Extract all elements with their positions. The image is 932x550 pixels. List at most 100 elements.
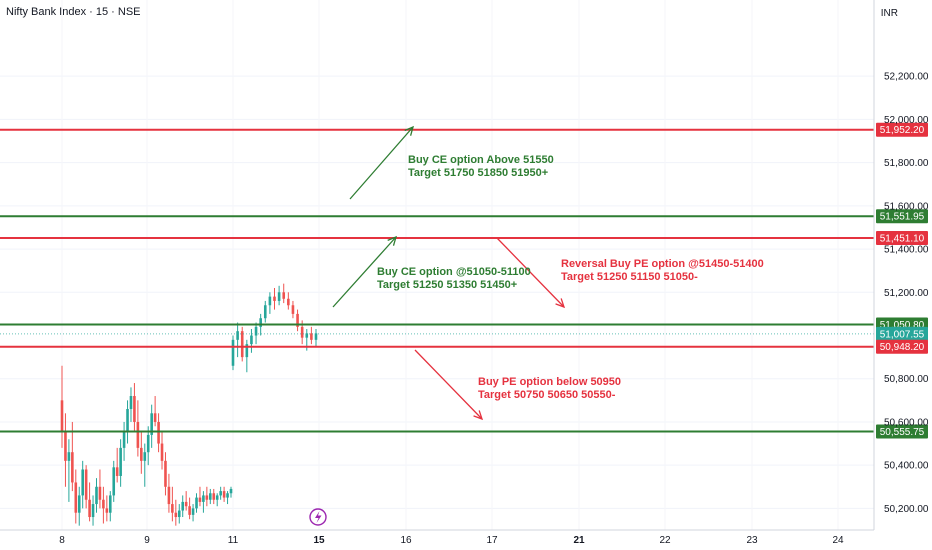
candle-body — [174, 512, 178, 518]
candle-body — [177, 510, 181, 518]
candle-body — [310, 333, 313, 340]
lightning-icon[interactable] — [309, 508, 327, 526]
level-price-label: 51,952.20 — [880, 125, 925, 136]
candle-body — [119, 447, 122, 476]
candle-body — [167, 486, 171, 505]
candle-body — [98, 486, 102, 500]
candle-body — [157, 421, 160, 444]
candle-body — [250, 335, 253, 345]
candle-body — [229, 488, 233, 494]
x-tick-label: 17 — [486, 535, 498, 546]
annotation-text: Buy PE option below 50950 — [478, 376, 621, 388]
x-tick-label: 21 — [573, 535, 585, 546]
candle-body — [64, 430, 67, 461]
x-tick-label: 8 — [59, 535, 65, 546]
candle-body — [245, 344, 249, 358]
y-tick-label: 51,800.00 — [884, 158, 929, 169]
candle-body — [236, 331, 239, 340]
x-tick-label: 23 — [746, 535, 758, 546]
price-levels: 51,952.20 51,551.95 51,451.10 51,050.8051,0… — [0, 122, 928, 439]
arrow-head — [404, 125, 414, 136]
y-tick-label: 50,200.00 — [884, 504, 929, 515]
candle-body — [95, 486, 98, 505]
candle-body — [74, 482, 78, 513]
y-tick-label: 51,600.00 — [884, 201, 929, 212]
arrow-line — [414, 349, 483, 420]
level-price-tag — [876, 122, 928, 137]
level-price-label: 51,007.55 — [880, 329, 925, 340]
level-price-label: 51,050.80 — [880, 320, 925, 331]
candle-body — [108, 495, 112, 513]
candle-body — [219, 491, 222, 496]
y-tick-label: 52,200.00 — [884, 72, 929, 83]
candle-body — [126, 408, 129, 431]
candle-body — [67, 452, 71, 461]
candle-body — [150, 413, 153, 435]
level-price-label: 50,948.20 — [880, 342, 925, 353]
candle-body — [115, 467, 119, 476]
candle-body — [268, 296, 272, 306]
x-tick-label: 22 — [659, 535, 671, 546]
annotation-text: Target 50750 50650 50550- — [478, 389, 616, 401]
candle-body — [105, 508, 109, 513]
arrow-line — [349, 126, 414, 200]
level-price-tag — [876, 231, 928, 246]
candle-body — [226, 493, 229, 498]
y-tick-label: 51,400.00 — [884, 245, 929, 256]
candle-body — [195, 497, 198, 509]
candle-body — [160, 443, 164, 461]
level-price-label: 50,555.75 — [880, 427, 925, 438]
candle-body — [212, 493, 216, 500]
level-price-label: 51,451.10 — [880, 234, 925, 245]
candle-body — [77, 495, 81, 513]
y-tick-label: 50,400.00 — [884, 461, 929, 472]
candle-body — [305, 333, 309, 338]
candle-body — [171, 504, 174, 513]
candle-body — [112, 467, 116, 496]
candle-body — [122, 430, 126, 448]
arrow-head — [387, 235, 397, 246]
y-tick-label: 50,800.00 — [884, 374, 929, 385]
candle-body — [231, 339, 235, 366]
y-axis: 50,200.00 50,400.00 50,600.00 50,800.00 51,2… — [873, 0, 929, 530]
candle-body — [215, 495, 219, 500]
candle-body — [164, 460, 167, 487]
candle-body — [202, 495, 205, 502]
candle-body — [273, 296, 276, 301]
candle-body — [282, 292, 286, 299]
y-tick-label: 52,000.00 — [884, 115, 929, 126]
arrow-line — [496, 237, 565, 308]
candle-body — [191, 508, 195, 515]
candle-body — [263, 305, 267, 319]
level-price-label: 51,551.95 — [880, 212, 925, 223]
trade-arrows — [332, 125, 566, 421]
candle-body — [259, 318, 262, 327]
candle-body — [143, 452, 147, 461]
currency-label: INR — [880, 8, 898, 19]
candle-body — [209, 493, 212, 500]
y-tick-label: 50,600.00 — [884, 417, 929, 428]
candle-body — [314, 333, 318, 340]
arrow-head — [473, 410, 484, 421]
annotation-text: Target 51250 51150 51050- — [561, 271, 698, 283]
level-price-tag — [876, 326, 928, 341]
x-tick-label: 24 — [832, 535, 844, 546]
x-tick-label: 11 — [228, 535, 239, 546]
x-tick-label: 16 — [400, 535, 412, 546]
x-tick-label: 15 — [313, 535, 325, 546]
arrow-head — [555, 298, 566, 309]
x-axis: 8 9 11 15 16 17 21 22 23 24 — [0, 529, 874, 546]
candle-body — [153, 413, 157, 422]
candle-body — [146, 434, 150, 453]
candle-body — [188, 506, 191, 515]
candle-body — [296, 313, 299, 327]
candle-body — [287, 298, 290, 306]
candle-body — [205, 495, 209, 500]
level-price-tag — [876, 209, 928, 224]
candle-body — [81, 469, 84, 496]
candle-body — [88, 499, 91, 518]
candle-body — [140, 447, 143, 461]
arrow-line — [332, 236, 397, 308]
